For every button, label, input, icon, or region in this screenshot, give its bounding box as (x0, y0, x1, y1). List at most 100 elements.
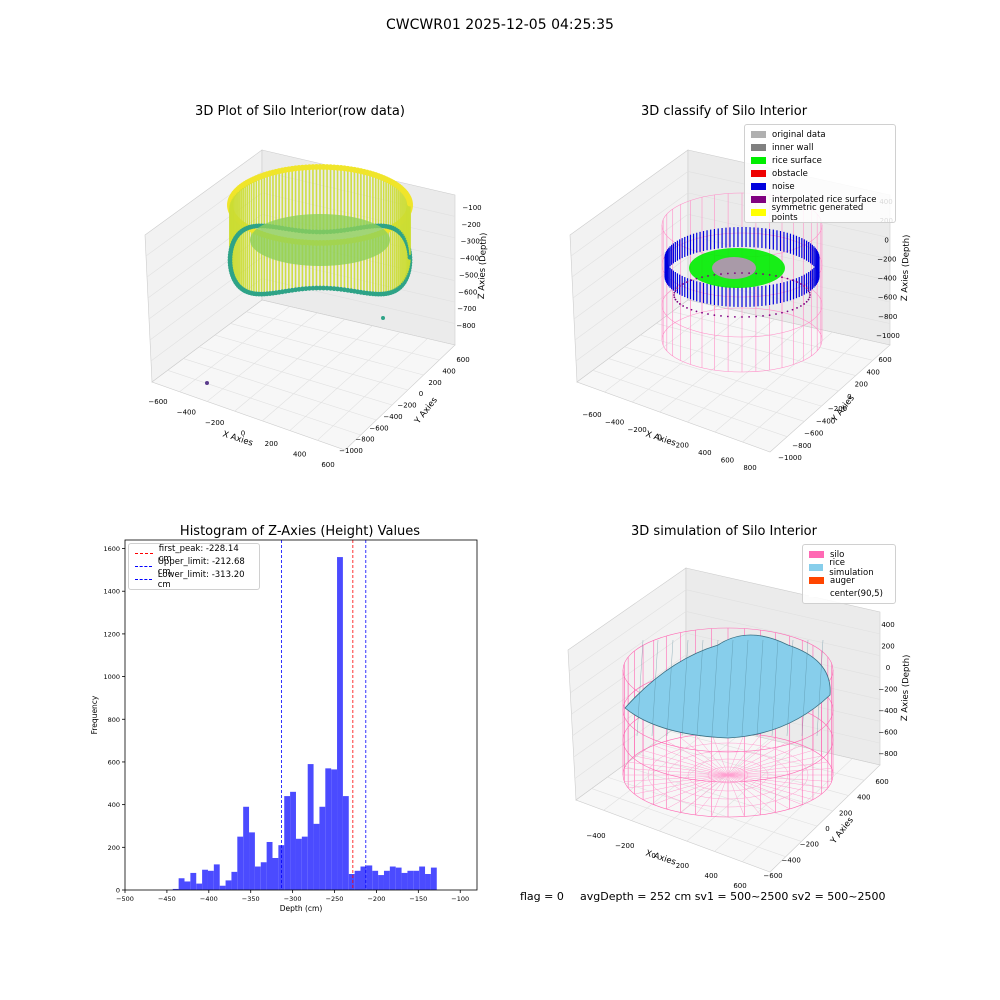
legend-label: noise (772, 181, 795, 192)
histogram-bar (266, 841, 273, 890)
histogram-bar (295, 838, 302, 890)
simulation-z-tick-label: 0 (886, 664, 890, 672)
histogram-legend: first_peak: -228.14 cm Upper_limit: -212.… (128, 543, 260, 590)
classify-y-tick-label: 200 (855, 381, 868, 389)
legend-swatch (809, 551, 824, 558)
legend-label: original data (772, 129, 826, 140)
classify-z-axis-label: Z Axies (Depth) (900, 234, 912, 301)
legend-swatch (751, 209, 766, 216)
legend-swatch (751, 144, 766, 151)
legend-label: Upper_limit: -212.68 cm (157, 556, 245, 577)
histogram-bar (202, 869, 208, 890)
legend-label: interpolated rice surface (772, 194, 877, 205)
legend-entry: noise (751, 180, 889, 193)
histogram-y-tick-label: 1200 (103, 630, 120, 638)
raw-y-tick-label: 400 (442, 367, 455, 375)
histogram-bar (360, 866, 367, 890)
histogram-bar (307, 764, 314, 890)
legend-swatch (751, 196, 766, 203)
classify-x-axis-label: X Axies (644, 429, 677, 448)
raw-z-tick-label: −300 (461, 238, 480, 246)
histogram-x-tick-label: −500 (116, 895, 134, 903)
histogram-y-tick-label: 600 (108, 758, 120, 766)
histogram-bar (260, 862, 267, 890)
classify-legend: original data inner wall rice surface obsta… (744, 124, 896, 223)
legend-entry: center(90,5) (809, 587, 889, 600)
histogram-y-tick-label: 400 (108, 801, 120, 809)
pane-floor (576, 299, 891, 453)
legend-swatch (751, 131, 766, 138)
histogram-bar (383, 870, 390, 890)
histogram-x-tick-label: −400 (200, 895, 218, 903)
histogram-y-tick-label: 0 (116, 887, 120, 895)
classify-x-tick-label: 0 (657, 434, 661, 442)
classify-panel-title: 3D classify of Silo Interior (640, 104, 808, 119)
legend-swatch (135, 553, 153, 554)
footer-flag: flag = 0 (520, 890, 564, 903)
histogram-bar (219, 885, 226, 890)
histogram-bar (207, 870, 214, 890)
legend-entry: original data (751, 128, 889, 141)
histogram-bar (237, 836, 244, 890)
histogram-bar (337, 557, 343, 890)
histogram-x-tick-label: −300 (284, 895, 302, 903)
histogram-bar (225, 880, 232, 890)
figure-suptitle: CWCWR01 2025-12-05 04:25:35 (386, 17, 614, 33)
simulation-z-tick-label: −200 (878, 686, 897, 694)
legend-entry: Upper_limit: -212.68 cm (135, 557, 253, 577)
simulation-y-tick-label: −200 (800, 841, 819, 849)
raw-x-tick-label: −200 (205, 419, 224, 427)
raw-z-tick-label: −500 (459, 271, 478, 279)
histogram-x-tick-label: −450 (158, 895, 176, 903)
pane-floor (151, 299, 456, 451)
histogram-y-tick-label: 200 (108, 844, 120, 852)
raw-x-tick-label: 600 (321, 461, 334, 469)
histogram-bar (249, 832, 255, 890)
raw-3d-axes (144, 149, 456, 451)
legend-label: rice surface (772, 155, 822, 166)
classify-z-tick-label: −800 (878, 313, 897, 321)
simulation-x-tick-label: 200 (676, 862, 689, 870)
simulation-y-axis-label: Y Axies (828, 815, 856, 847)
classify-z-tick-label: −400 (878, 275, 897, 283)
raw-x-tick-label: −400 (177, 409, 196, 417)
histogram-y-tick-label: 800 (108, 716, 120, 724)
raw-z-tick-label: −400 (460, 255, 479, 263)
histogram-x-axis-label: Depth (cm) (280, 904, 323, 913)
legend-label: center(90,5) (830, 588, 883, 599)
classify-x-tick-label: −400 (605, 419, 624, 427)
histogram-bar (184, 881, 191, 890)
histogram-bar (313, 823, 320, 890)
histogram-bar (290, 791, 296, 890)
legend-entry: rice simulation (809, 558, 889, 578)
histogram-bar (231, 871, 238, 890)
raw-y-axis-label: Y Axies (412, 395, 440, 427)
legend-label: symmetric generated points (771, 202, 864, 223)
legend-swatch (809, 564, 824, 571)
legend-swatch (751, 183, 766, 190)
histogram-y-axis-label: Frequency (90, 695, 99, 734)
footer-stats: avgDepth = 252 cm sv1 = 500~2500 sv2 = 5… (580, 890, 886, 903)
simulation-x-tick-label: −200 (615, 842, 634, 850)
legend-entry: silo (809, 548, 889, 561)
simulation-z-axis-label: Z Axies (Depth) (900, 654, 912, 721)
classify-z-tick-label: 0 (884, 236, 888, 244)
histogram-bar (254, 866, 261, 890)
histogram-y-tick-label: 1000 (103, 673, 120, 681)
legend-label: first_peak: -228.14 cm (158, 543, 239, 564)
histogram-x-tick-label: −200 (367, 895, 385, 903)
legend-entry: obstacle (751, 167, 889, 180)
histogram-bar (319, 806, 326, 890)
legend-label: inner wall (772, 142, 814, 153)
raw-y-tick-label: 200 (428, 379, 441, 387)
histogram-bar (243, 806, 250, 890)
legend-label: Lower_limit: -313.20 cm (157, 569, 245, 590)
classify-x-tick-label: 800 (743, 464, 756, 472)
classify-x-tick-label: −600 (582, 411, 601, 419)
histogram-bar (395, 867, 402, 890)
histogram-bar (342, 796, 349, 890)
raw-y-tick-label: −200 (397, 402, 416, 410)
simulation-z-tick-label: 200 (881, 643, 894, 651)
legend-entry: rice surface (751, 154, 889, 167)
raw-x-axis-label: X Axies (221, 429, 254, 448)
